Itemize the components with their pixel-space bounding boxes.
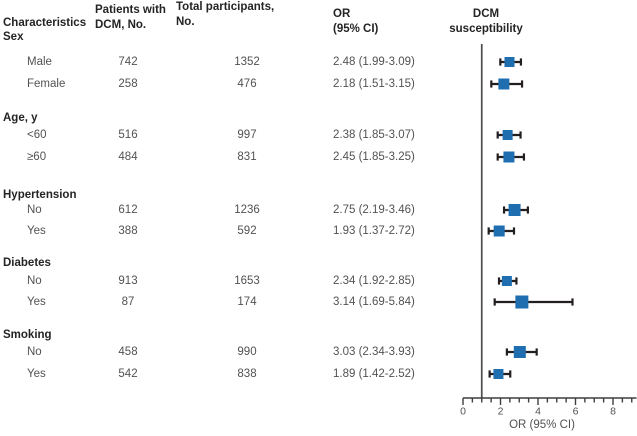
row-or-ci: 1.93 (1.37-2.72) <box>333 225 415 237</box>
or-marker-square <box>493 369 504 379</box>
row-total: 1236 <box>234 204 260 216</box>
row-total: 990 <box>237 346 257 358</box>
or-marker-square <box>504 57 515 67</box>
group-label: Smoking <box>3 329 52 341</box>
row-patients: 388 <box>118 225 138 237</box>
row-total: 997 <box>237 129 257 141</box>
row-total: 831 <box>237 151 257 163</box>
row-total: 174 <box>237 296 257 308</box>
x-axis-tick-label: 8 <box>610 406 616 418</box>
row-patients: 542 <box>118 368 138 380</box>
or-marker-square <box>502 130 513 140</box>
or-marker-square <box>508 204 521 216</box>
or-marker-square <box>501 276 512 286</box>
row-patients: 612 <box>118 204 138 216</box>
column-header-or: OR (95% CI) <box>333 8 379 35</box>
row-patients: 258 <box>118 78 138 90</box>
group-label: Diabetes <box>3 257 51 269</box>
row-patients: 742 <box>118 56 138 68</box>
row-label: No <box>27 275 42 287</box>
row-patients: 458 <box>118 346 138 358</box>
row-or-ci: 1.89 (1.42-2.52) <box>333 368 415 380</box>
row-label: ≥60 <box>27 151 47 163</box>
or-marker-square <box>515 295 529 309</box>
column-header-characteristics: Characteristics <box>3 17 87 29</box>
row-patients: 484 <box>118 151 138 163</box>
row-or-ci: 2.45 (1.85-3.25) <box>333 151 415 163</box>
plot-title: DCM susceptibility <box>449 8 523 35</box>
row-or-ci: 2.34 (1.92-2.85) <box>333 275 415 287</box>
row-label: No <box>27 204 42 216</box>
row-patients: 87 <box>121 296 135 308</box>
row-or-ci: 2.48 (1.99-3.09) <box>333 56 415 68</box>
or-marker-square <box>498 78 510 90</box>
group-label: Sex <box>3 31 24 43</box>
group-label: Age, y <box>3 112 38 124</box>
row-label: Yes <box>27 368 46 380</box>
row-label: Yes <box>27 225 46 237</box>
or-marker-square <box>503 151 515 163</box>
row-total: 592 <box>237 225 257 237</box>
row-total: 838 <box>237 368 257 380</box>
row-total: 1653 <box>234 275 260 287</box>
row-or-ci: 2.18 (1.51-3.15) <box>333 78 415 90</box>
row-total: 476 <box>237 78 257 90</box>
row-or-ci: 2.38 (1.85-3.07) <box>333 129 415 141</box>
row-patients: 913 <box>118 275 138 287</box>
group-label: Hypertension <box>3 189 77 201</box>
row-or-ci: 2.75 (2.19-3.46) <box>333 204 415 216</box>
x-axis-tick-label: 4 <box>535 406 541 418</box>
or-marker-square <box>493 225 505 237</box>
or-marker-square <box>513 346 526 358</box>
x-axis-tick-label: 6 <box>573 406 579 418</box>
row-total: 1352 <box>234 56 260 68</box>
row-patients: 516 <box>118 129 138 141</box>
row-or-ci: 3.03 (2.34-3.93) <box>333 346 415 358</box>
row-or-ci: 3.14 (1.69-5.84) <box>333 296 415 308</box>
row-label: <60 <box>27 129 47 141</box>
column-header-patients: Patients with DCM, No. <box>95 4 166 31</box>
row-label: No <box>27 346 42 358</box>
row-label: Female <box>27 78 66 90</box>
row-label: Male <box>27 56 52 68</box>
x-axis-tick-label: 2 <box>498 406 504 418</box>
x-axis-tick-label: 0 <box>460 406 466 418</box>
x-axis-label: OR (95% CI) <box>509 419 575 431</box>
column-header-total: Total participants, No. <box>176 1 275 28</box>
row-label: Yes <box>27 296 46 308</box>
